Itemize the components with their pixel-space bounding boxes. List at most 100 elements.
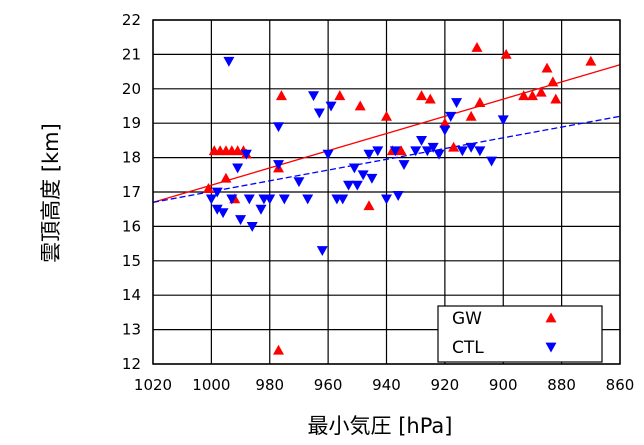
data-point-ctl <box>398 160 410 170</box>
y-tick-label: 20 <box>122 80 141 98</box>
data-point-ctl <box>264 194 276 205</box>
y-tick-label: 21 <box>122 45 141 63</box>
data-point-gw <box>416 90 428 101</box>
data-point-gw <box>439 117 451 128</box>
data-point-ctl <box>226 194 238 205</box>
data-point-ctl <box>389 146 401 157</box>
data-point-gw <box>500 48 512 59</box>
data-point-ctl <box>497 115 509 126</box>
x-tick-label: 860 <box>606 376 635 394</box>
x-tick-label: 900 <box>489 376 518 394</box>
data-point-ctl <box>235 215 247 226</box>
data-point-ctl <box>392 191 404 201</box>
grid <box>152 19 621 365</box>
data-point-ctl <box>278 194 290 205</box>
x-tick-label: 960 <box>314 376 343 394</box>
data-point-ctl <box>313 108 325 119</box>
legend-marker-ctl <box>545 342 557 353</box>
data-point-gw <box>354 100 366 111</box>
trend-line-gw <box>152 64 621 203</box>
y-tick-label: 15 <box>122 252 141 270</box>
data-point-gw <box>535 86 547 97</box>
data-point-gw <box>541 62 553 73</box>
data-point-gw <box>448 141 460 152</box>
y-tick-label: 16 <box>122 217 141 235</box>
x-tick-label: 880 <box>547 376 576 394</box>
data-point-ctl <box>445 111 457 122</box>
y-tick-labels: 12 13 14 15 16 17 18 19 20 21 22 <box>122 11 141 373</box>
y-axis-title: 雲頂高度 [km] <box>39 123 63 263</box>
legend-box <box>437 305 603 363</box>
data-point-ctl <box>211 187 223 198</box>
data-point-ctl <box>486 156 498 167</box>
data-point-ctl <box>410 146 422 157</box>
data-point-ctl <box>232 163 244 174</box>
x-axis-title: 最小気圧 [hPa] <box>308 414 453 438</box>
data-point-gw <box>471 42 483 52</box>
data-point-ctl <box>427 142 439 153</box>
data-point-gw <box>381 110 392 121</box>
data-point-ctl <box>255 204 267 215</box>
data-point-ctl <box>273 160 285 170</box>
y-tick-label: 22 <box>122 11 141 29</box>
x-tick-label: 1020 <box>134 376 172 394</box>
plot-frame <box>152 19 621 365</box>
data-point-gw <box>518 90 530 101</box>
y-tick-label: 17 <box>122 183 141 201</box>
y-tick-label: 12 <box>122 355 141 373</box>
legend-label-gw: GW <box>452 309 482 329</box>
x-tick-label: 940 <box>372 376 401 394</box>
data-point-ctl <box>243 194 255 205</box>
data-point-ctl <box>246 222 258 232</box>
data-point-ctl <box>325 101 337 112</box>
data-point-ctl <box>363 149 375 160</box>
data-point-gw <box>547 76 559 87</box>
data-point-ctl <box>416 136 428 146</box>
data-point-ctl <box>465 142 477 153</box>
data-point-ctl <box>308 91 320 102</box>
data-points <box>202 42 597 355</box>
data-point-ctl <box>348 163 360 174</box>
data-point-gw <box>275 90 287 101</box>
y-tick-label: 13 <box>122 321 141 339</box>
data-point-gw <box>334 90 346 101</box>
data-point-gw <box>220 172 232 183</box>
trend-lines <box>152 64 621 203</box>
data-point-ctl <box>433 149 445 160</box>
x-tick-label: 920 <box>431 376 460 394</box>
x-tick-label: 980 <box>255 376 284 394</box>
data-point-gw <box>202 183 214 193</box>
y-tick-label: 14 <box>122 286 141 304</box>
data-point-ctl <box>211 204 223 215</box>
data-point-ctl <box>316 246 328 256</box>
data-point-ctl <box>217 208 229 219</box>
data-point-ctl <box>381 194 392 205</box>
y-tick-label: 19 <box>122 114 141 132</box>
data-point-ctl <box>351 180 363 191</box>
data-point-ctl <box>366 173 378 184</box>
data-point-gw <box>273 344 285 355</box>
legend-label-ctl: CTL <box>452 338 484 358</box>
data-point-ctl <box>421 146 433 157</box>
data-point-gw <box>474 97 486 107</box>
data-point-ctl <box>343 180 355 191</box>
data-point-ctl <box>273 122 285 133</box>
data-point-ctl <box>293 177 305 188</box>
x-tick-labels: 1020 1000 980 960 940 920 900 880 860 <box>134 376 634 394</box>
data-point-ctl <box>205 194 217 205</box>
data-point-gw <box>585 55 597 66</box>
data-point-ctl <box>223 56 235 67</box>
data-point-gw <box>526 90 538 101</box>
data-point-ctl <box>474 146 486 157</box>
data-point-ctl <box>456 146 468 157</box>
y-tick-label: 18 <box>122 149 141 167</box>
x-tick-label: 1000 <box>192 376 230 394</box>
trend-line-ctl <box>152 115 621 203</box>
data-point-gw <box>550 93 562 104</box>
data-point-gw <box>424 93 436 104</box>
data-point-ctl <box>372 146 384 157</box>
legend-marker-gw <box>545 312 557 323</box>
data-point-ctl <box>240 149 252 160</box>
data-point-ctl <box>337 194 349 205</box>
